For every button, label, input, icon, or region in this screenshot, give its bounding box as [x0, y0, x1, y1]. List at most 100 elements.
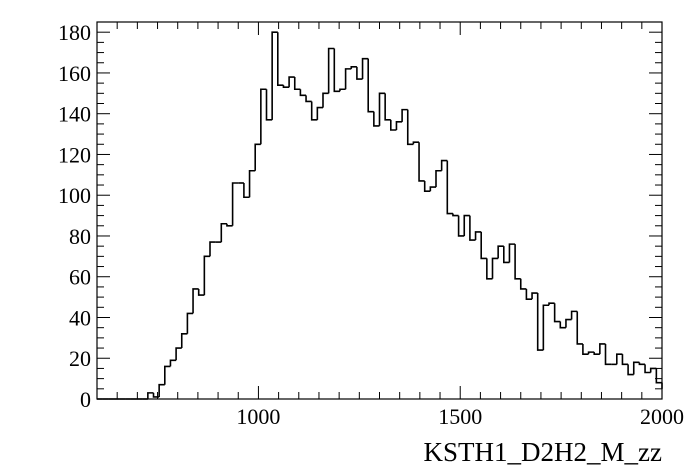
- histogram-bin: [254, 143, 261, 171]
- histogram-bin: [632, 361, 640, 375]
- histogram-bin: [293, 77, 301, 91]
- histogram-bin: [305, 95, 312, 103]
- histogram-bin: [604, 343, 612, 366]
- histogram-bin: [288, 76, 295, 88]
- histogram-bin: [463, 214, 470, 236]
- histogram-bin: [599, 343, 606, 355]
- y-tick-label: 100: [58, 183, 91, 208]
- histogram-bin: [378, 92, 386, 126]
- histogram-bin: [649, 367, 657, 373]
- histogram-bin: [548, 302, 555, 306]
- histogram-bin: [282, 85, 290, 89]
- y-tick-label: 180: [58, 20, 91, 45]
- histogram-bin: [395, 121, 403, 131]
- histogram-bin: [180, 332, 188, 349]
- histogram-bin: [277, 32, 284, 86]
- x-axis-ticks: [96, 22, 663, 399]
- histogram-bin: [423, 180, 431, 192]
- histogram-bin: [519, 278, 527, 290]
- x-axis-tick-labels: 1000 1500 2000: [236, 404, 684, 429]
- histogram-bin: [231, 182, 239, 226]
- histogram-bin: [553, 303, 561, 323]
- histogram-bin: [299, 89, 307, 97]
- histogram-bin: [322, 92, 329, 108]
- histogram-bin: [197, 288, 205, 296]
- histogram-bin: [175, 347, 182, 361]
- histogram-bin: [164, 365, 171, 385]
- histogram-bin: [491, 257, 499, 279]
- histogram-bin: [412, 141, 420, 145]
- histogram-bin: [480, 231, 487, 260]
- histogram-bin: [367, 58, 374, 113]
- histogram-bin: [310, 101, 318, 121]
- histogram-bin: [192, 288, 199, 314]
- histogram-bin: [226, 223, 233, 227]
- histogram-bin: [406, 109, 414, 146]
- y-tick-label: 60: [69, 265, 91, 290]
- histogram-bin: [582, 343, 589, 355]
- histogram-bin: [469, 215, 476, 241]
- histogram-bin: [384, 93, 391, 121]
- histogram-bin: [474, 231, 482, 241]
- histogram-bin: [373, 111, 380, 127]
- histogram-bin: [587, 351, 595, 355]
- histogram-bin: [243, 182, 250, 199]
- histogram-bin: [248, 169, 256, 198]
- histogram-bin: [536, 293, 544, 351]
- histogram-bin: [486, 258, 493, 280]
- histogram-bin: [497, 245, 504, 259]
- histogram-bin: [271, 31, 278, 120]
- y-axis-tick-labels: 0 20 40 60 80 100 120 140 160 180: [58, 20, 91, 412]
- histogram-bin: [209, 241, 216, 257]
- histogram-bin: [158, 383, 165, 397]
- histogram-bin: [627, 364, 634, 376]
- histogram-bin: [565, 318, 572, 328]
- histogram-bin: [401, 108, 408, 122]
- histogram-bin: [593, 352, 600, 355]
- histogram-bin: [508, 243, 516, 263]
- y-tick-label: 80: [69, 224, 91, 249]
- histogram-bin: [344, 68, 352, 90]
- histogram-bin: [440, 159, 448, 171]
- histogram-bin: [570, 310, 578, 320]
- x-tick-label: 2000: [640, 404, 684, 429]
- y-tick-label: 0: [80, 387, 91, 412]
- histogram-bin: [542, 304, 549, 351]
- histogram-bin: [616, 353, 623, 365]
- histogram-bin: [390, 119, 397, 131]
- histogram-bin: [361, 57, 369, 80]
- histogram-bin: [147, 392, 154, 399]
- y-tick-label: 120: [58, 142, 91, 167]
- histogram-bin: [457, 215, 465, 237]
- histogram-bin: [514, 244, 521, 280]
- x-tick-label: 1000: [236, 404, 280, 429]
- histogram-bin: [186, 312, 194, 334]
- histogram-bin: [333, 48, 340, 93]
- histogram-bin: [531, 292, 538, 300]
- histogram-bin: [260, 88, 267, 145]
- y-tick-label: 140: [58, 102, 91, 127]
- y-tick-label: 40: [69, 305, 91, 330]
- histogram-bin: [435, 169, 442, 188]
- histogram-bin: [525, 288, 533, 300]
- histogram-bin: [638, 362, 646, 366]
- histogram-series: [97, 31, 663, 400]
- y-tick-label: 160: [58, 61, 91, 86]
- histogram-bin: [356, 66, 363, 80]
- histogram-bin: [429, 186, 436, 192]
- histogram-bin: [655, 368, 662, 384]
- x-axis-title: KSTH1_D2H2_M_zz: [424, 437, 662, 467]
- histogram-bin: [452, 213, 459, 217]
- histogram-bin: [350, 66, 357, 69]
- histogram-bin: [418, 142, 425, 182]
- histogram-bin: [621, 354, 629, 366]
- y-tick-label: 20: [69, 346, 91, 371]
- y-axis-ticks: [97, 21, 662, 400]
- histogram-bin: [220, 222, 227, 243]
- histogram-bin: [503, 246, 510, 264]
- histogram-bin: [644, 364, 651, 374]
- histogram-bin: [203, 255, 210, 296]
- histogram-bin: [169, 359, 177, 367]
